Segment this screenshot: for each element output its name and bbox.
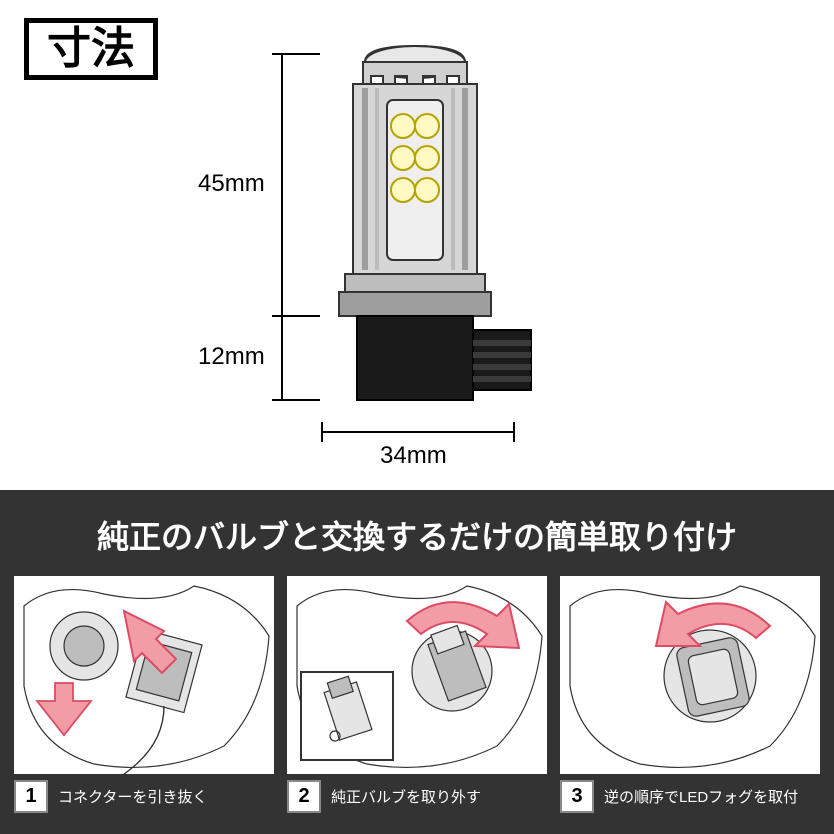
step-2-num: 2 xyxy=(287,780,321,813)
step-3-text: 逆の順序でLEDフォグを取付 xyxy=(594,780,798,813)
step-1-text: コネクターを引き抜く xyxy=(48,780,207,813)
step-1-num: 1 xyxy=(14,780,48,813)
step-2-text: 純正バルブを取り外す xyxy=(321,780,481,813)
title-text: 寸法 xyxy=(47,24,135,73)
step-1-caption: 1 コネクターを引き抜く xyxy=(14,780,274,813)
banner-title: 純正のバルブと交換するだけの簡単取り付け xyxy=(0,504,834,576)
dim-label-lower: 12mm xyxy=(198,343,265,371)
dimension-diagram: 45mm 12mm 34mm xyxy=(210,40,630,470)
steps-row: 1 コネクターを引き抜く xyxy=(0,576,834,813)
step-3-num: 3 xyxy=(560,780,594,813)
step-3-caption: 3 逆の順序でLEDフォグを取付 xyxy=(560,780,820,813)
step-3: 3 逆の順序でLEDフォグを取付 xyxy=(560,576,820,813)
step-3-figure xyxy=(560,576,820,774)
dim-label-upper: 45mm xyxy=(198,170,265,198)
step-1-figure xyxy=(14,576,274,774)
step-2: 2 純正バルブを取り外す xyxy=(287,576,547,813)
install-banner: 純正のバルブと交換するだけの簡単取り付け xyxy=(0,490,834,834)
bulb-illustration xyxy=(305,40,555,430)
step-1: 1 コネクターを引き抜く xyxy=(14,576,274,813)
title-box: 寸法 xyxy=(24,18,158,80)
step-2-figure xyxy=(287,576,547,774)
step-2-caption: 2 純正バルブを取り外す xyxy=(287,780,547,813)
dim-label-width: 34mm xyxy=(380,442,447,470)
